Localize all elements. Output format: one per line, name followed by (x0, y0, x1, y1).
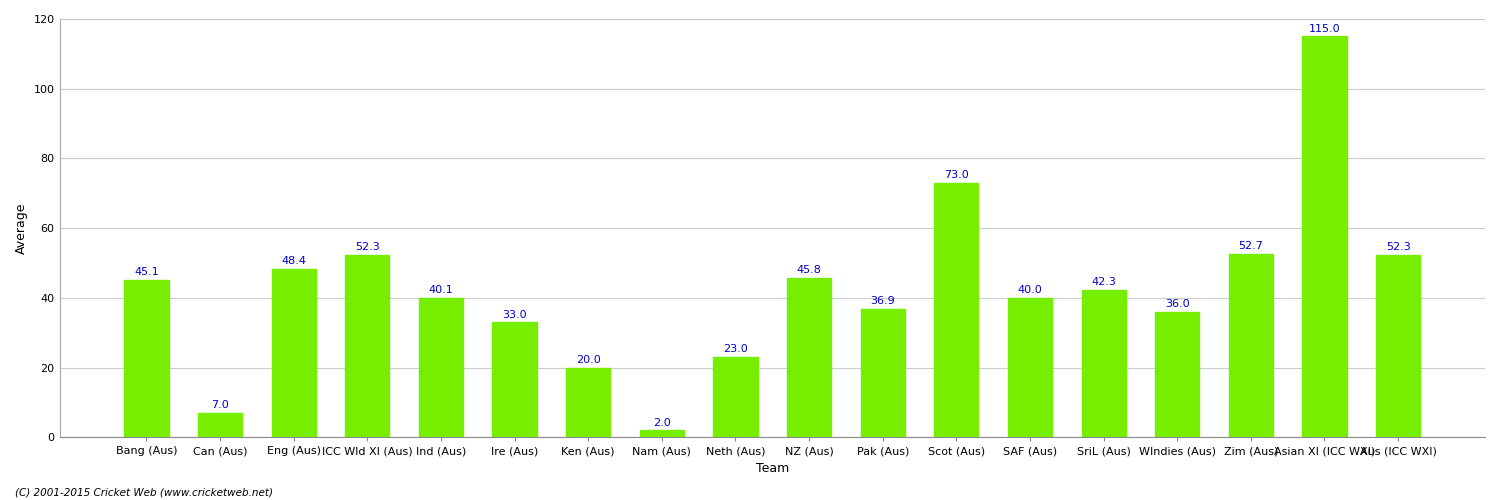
Text: 73.0: 73.0 (944, 170, 969, 180)
X-axis label: Team: Team (756, 462, 789, 475)
Bar (934, 183, 978, 438)
Text: 36.0: 36.0 (1166, 299, 1190, 309)
Bar (639, 430, 684, 438)
Text: 40.0: 40.0 (1017, 285, 1042, 295)
Bar (1155, 312, 1200, 438)
Bar (492, 322, 537, 438)
Text: 20.0: 20.0 (576, 355, 600, 365)
Bar (1082, 290, 1125, 438)
Text: 52.7: 52.7 (1239, 241, 1263, 251)
Bar (788, 278, 831, 438)
Bar (1302, 36, 1347, 438)
Text: 52.3: 52.3 (356, 242, 380, 252)
Text: 2.0: 2.0 (652, 418, 670, 428)
Bar (861, 309, 904, 438)
Bar (198, 413, 242, 438)
Bar (1228, 254, 1274, 438)
Text: 33.0: 33.0 (503, 310, 526, 320)
Text: 52.3: 52.3 (1386, 242, 1410, 252)
Bar (1376, 255, 1420, 438)
Bar (566, 368, 610, 438)
Y-axis label: Average: Average (15, 202, 28, 254)
Bar (124, 280, 168, 438)
Text: 45.8: 45.8 (796, 265, 822, 275)
Bar (714, 357, 758, 438)
Text: (C) 2001-2015 Cricket Web (www.cricketweb.net): (C) 2001-2015 Cricket Web (www.cricketwe… (15, 488, 273, 498)
Text: 42.3: 42.3 (1090, 277, 1116, 287)
Text: 36.9: 36.9 (870, 296, 895, 306)
Bar (1008, 298, 1052, 438)
Text: 115.0: 115.0 (1308, 24, 1341, 34)
Text: 7.0: 7.0 (211, 400, 230, 410)
Bar (345, 255, 390, 438)
Text: 45.1: 45.1 (134, 268, 159, 278)
Text: 23.0: 23.0 (723, 344, 748, 354)
Bar (272, 268, 316, 438)
Text: 40.1: 40.1 (429, 285, 453, 295)
Text: 48.4: 48.4 (280, 256, 306, 266)
Bar (419, 298, 464, 438)
